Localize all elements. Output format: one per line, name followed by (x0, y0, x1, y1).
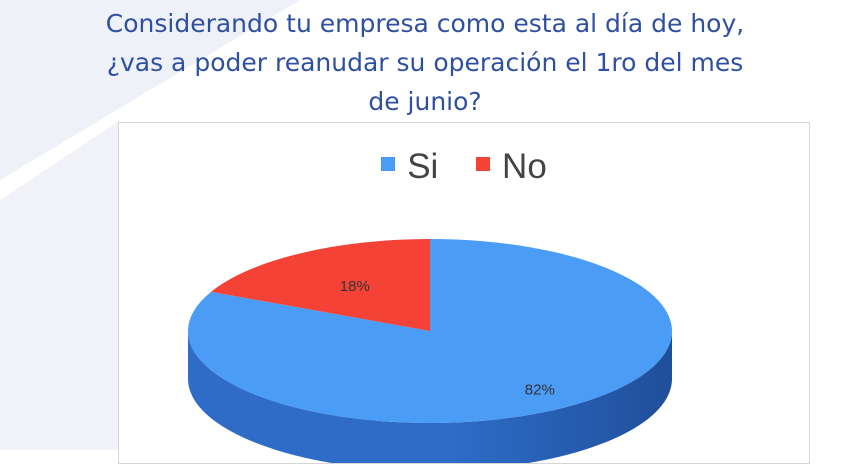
legend-item-si: Si (381, 145, 438, 187)
pie-slice-si (188, 239, 673, 424)
chart-area: Si No 18% 82% (118, 122, 810, 464)
pie-label-no: 18% (340, 278, 370, 295)
title-line: de junio? (368, 87, 482, 116)
pie-side-si (188, 331, 672, 463)
legend-label-si: Si (407, 146, 439, 186)
pie-slice-no (211, 239, 430, 331)
watermark-text: Baja California Sur (312, 124, 396, 133)
title-line: ¿vas a poder reanudar su operación el 1r… (106, 48, 744, 77)
title-line: Considerando tu empresa como esta al día… (105, 9, 745, 38)
legend-swatch-si (381, 156, 396, 171)
legend-item-no: No (476, 145, 547, 187)
pie-label-si: 82% (525, 381, 555, 398)
legend-label-no: No (502, 146, 547, 186)
pie-chart: 18% 82% (188, 239, 673, 463)
legend-swatch-no (476, 156, 491, 171)
legend: Si No (119, 145, 809, 187)
background-decoration (0, 0, 300, 450)
chart-title: Considerando tu empresa como esta al día… (40, 4, 810, 121)
